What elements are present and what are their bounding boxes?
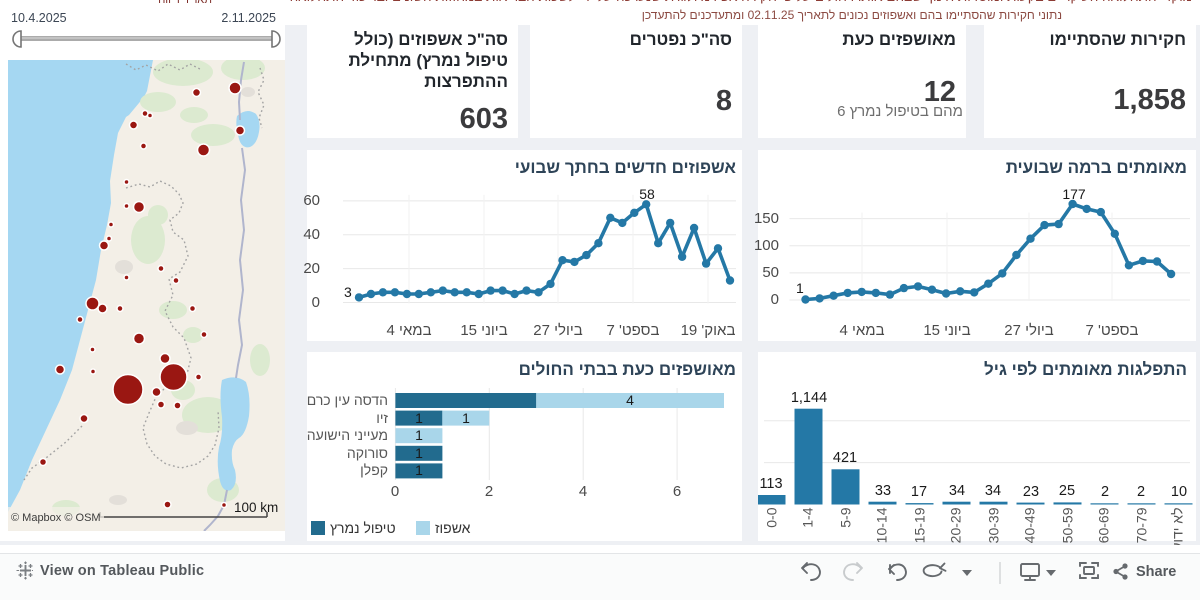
svg-text:100 km: 100 km xyxy=(234,500,278,515)
svg-text:Share: Share xyxy=(1136,564,1176,580)
svg-text:© Mapbox © OSM: © Mapbox © OSM xyxy=(11,512,101,524)
